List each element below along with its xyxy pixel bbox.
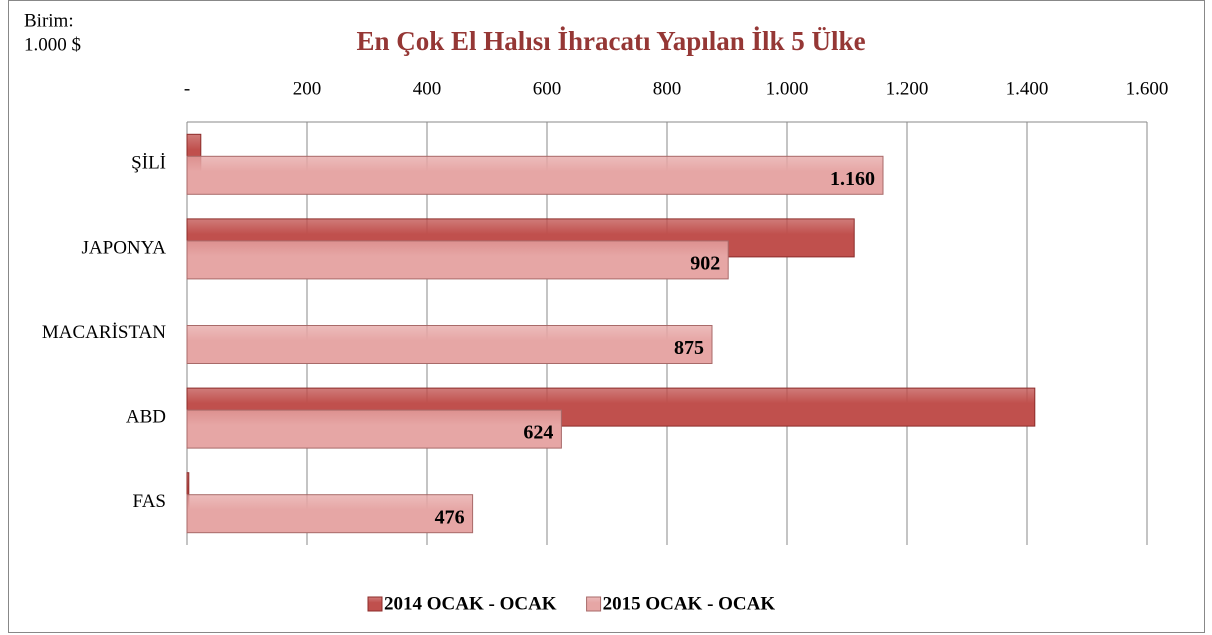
- x-tick-label: 200: [293, 78, 322, 99]
- chart-title: En Çok El Halısı İhracatı Yapılan İlk 5 …: [356, 26, 865, 56]
- x-tick-label: -: [184, 78, 190, 99]
- bar: [186, 240, 729, 280]
- y-tick-label: ŞİLİ: [131, 153, 166, 174]
- legend-label: 2015 OCAK - OCAK: [603, 593, 776, 614]
- y-tick-label: ABD: [126, 406, 166, 427]
- value-label: 875: [674, 337, 704, 359]
- y-tick-label: MACARİSTAN: [42, 322, 166, 343]
- x-tick-label: 1.200: [886, 78, 929, 99]
- value-label: 1.160: [830, 168, 875, 190]
- x-tick-label: 400: [413, 78, 442, 99]
- value-label: 624: [523, 422, 553, 444]
- x-tick-label: 600: [533, 78, 562, 99]
- unit-label: Birim:: [24, 10, 74, 31]
- x-tick-label: 1.000: [766, 78, 809, 99]
- bar: [186, 494, 474, 534]
- legend-swatch: [586, 596, 602, 612]
- unit-label: 1.000 $: [24, 34, 81, 55]
- bar: [186, 409, 562, 449]
- bar: [186, 325, 713, 364]
- x-tick-label: 1.600: [1126, 78, 1169, 99]
- x-tick-label: 1.400: [1006, 78, 1049, 99]
- legend-swatch: [367, 596, 383, 612]
- bar: [186, 155, 884, 195]
- x-tick-label: 800: [653, 78, 682, 99]
- legend-label: 2014 OCAK - OCAK: [384, 593, 557, 614]
- y-tick-label: FAS: [133, 491, 166, 512]
- y-tick-label: JAPONYA: [82, 237, 167, 258]
- value-label: 476: [435, 506, 465, 528]
- value-label: 902: [690, 252, 720, 274]
